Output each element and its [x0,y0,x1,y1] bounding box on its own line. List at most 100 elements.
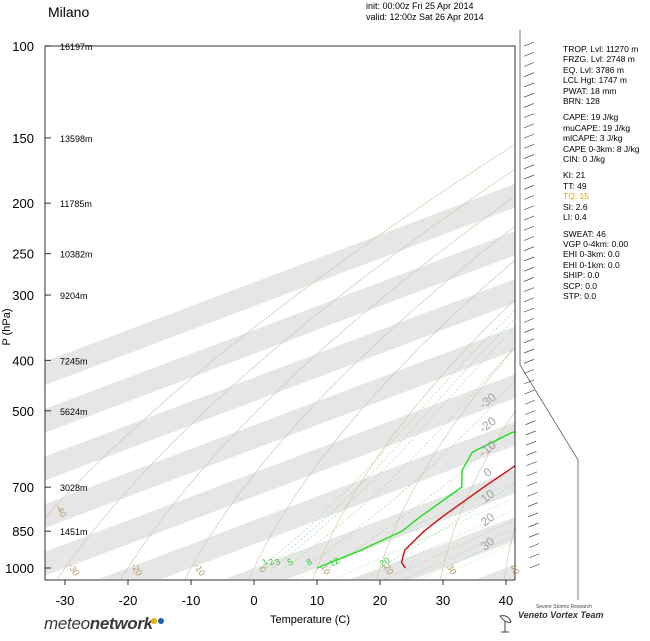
y-axis-title: P (hPa) [1,308,13,345]
param-line: BRN: 128 [563,96,600,107]
vvt-logo: Severe Storms Research Veneto Vortex Tea… [499,604,618,633]
wind-barb [523,266,535,272]
wind-barb [523,297,535,303]
wind-barb [523,82,535,88]
moist-adiabat-label: 12 [328,555,342,569]
moist-adiabat-label: 20 [378,555,392,569]
wind-barb [523,348,535,354]
valid-time: valid: 12:00z Sat 26 Apr 2014 [366,12,484,22]
mixing-ratio-line [420,535,515,580]
isotherm-band [45,374,515,576]
dry-adiabat-label: 30 [445,563,459,577]
dry-adiabat [312,299,515,580]
wind-barb [523,113,535,118]
p-tick-label: 250 [12,247,34,262]
height-label: 3028m [60,483,88,493]
wind-barb [523,62,535,67]
vvt-title: Veneto Vortex Team [518,610,604,620]
wind-barb [523,133,535,139]
param-line: SCP: 0.0 [563,280,598,291]
wind-barb [523,51,535,57]
wind-barb [526,471,538,477]
height-label: 5624m [60,407,88,417]
param-line: FRZG. Lvl: 2748 m [563,54,635,65]
height-label: 9204m [60,291,88,301]
wind-barbs [519,30,579,600]
logo-dots [151,618,164,624]
dry-adiabat-label: 40 [508,563,522,577]
wind-barb [523,225,535,231]
init-time: init: 00:00z Fri 25 Apr 2014 [366,1,474,11]
wind-barb [525,430,536,436]
plot-frame [44,45,516,581]
wind-barb [523,92,535,98]
wind-barb [523,246,535,251]
wind-barb [523,277,535,282]
wind-barb [523,215,535,221]
x-tick-label: 10 [310,593,324,608]
param-line: EQ. Lvl: 3786 m [563,64,624,75]
wind-barb [529,563,540,569]
wind-barb [523,307,535,313]
logo-bold: network [89,614,153,633]
temperature-curve [400,465,515,569]
x-tick-label: 40 [499,593,513,608]
p-tick-label: 1000 [5,561,34,576]
wind-barb [527,492,538,497]
x-tick-label: 30 [436,593,450,608]
moist-adiabat-label: 1 [260,556,269,567]
dewpoint-curve [316,431,515,569]
isotherm-band [224,469,515,580]
p-tick-label: 150 [12,131,34,146]
isotherm-band [350,516,515,580]
dry-adiabat [504,526,515,580]
height-label: 7245m [60,356,88,366]
param-line: EHI 0-1km: 0.0 [563,259,620,270]
wind-barb [523,144,535,149]
radar-dish-icon [499,615,512,633]
param-line: STP: 0.0 [563,290,597,301]
parameter-panel: TROP. Lvl: 11270 m FRZG. Lvl: 2748 m EQ. L… [563,44,647,301]
isotherm-band [98,421,515,580]
params-block-cape: CAPE: 19 J/kg muCAPE: 19 J/kg mlCAPE: 3 J/… [563,112,647,164]
wind-barb [526,451,537,456]
params-block-severe: SWEAT: 46 VGP 0-4km: 0.00 EHI 0-3km: 0.0 EH… [563,229,647,302]
wind-barb [523,164,535,170]
param-line: TQ: 15 [563,191,589,202]
wind-barb [523,369,535,374]
dry-adiabat-label: 10 [319,563,333,577]
dry-adiabat [120,195,515,580]
param-line: SWEAT: 46 [563,228,606,239]
param-line: LCL Hgt: 1747 m [563,75,627,86]
x-tick-label: 0 [250,593,257,608]
wind-barb [524,379,535,385]
moist-adiabat-label: 2 [267,556,276,567]
height-label: 13598m [60,134,93,144]
wind-barb [523,154,535,159]
p-tick-label: 300 [12,288,34,303]
param-line: mlCAPE: 3 J/kg [563,133,623,144]
param-line: TROP. Lvl: 11270 m [563,44,639,54]
vvt-subtitle: Severe Storms Research [536,604,592,610]
wind-column-outline [519,30,579,600]
height-label: 11785m [60,199,92,209]
wind-barb [527,481,538,487]
wind-barb [523,72,535,77]
wind-barb [528,522,539,528]
wind-barb [523,359,535,364]
isotherm-label: 0 [481,465,495,480]
plot-area [45,144,515,580]
param-line: EHI 0-3km: 0.0 [563,249,620,260]
dry-adiabat-label: 0 [257,565,268,574]
dry-adiabat [184,225,515,580]
wind-barb [523,174,535,180]
height-label: 16197m [60,42,93,52]
dry-adiabat-label: 20 [382,563,396,577]
param-line: TT: 49 [563,180,587,191]
wind-barb [523,205,535,211]
wind-barb [526,461,537,466]
wind-barb [524,399,536,405]
moist-adiabat-label: 5 [286,556,295,567]
logo-light: meteo [44,614,90,633]
